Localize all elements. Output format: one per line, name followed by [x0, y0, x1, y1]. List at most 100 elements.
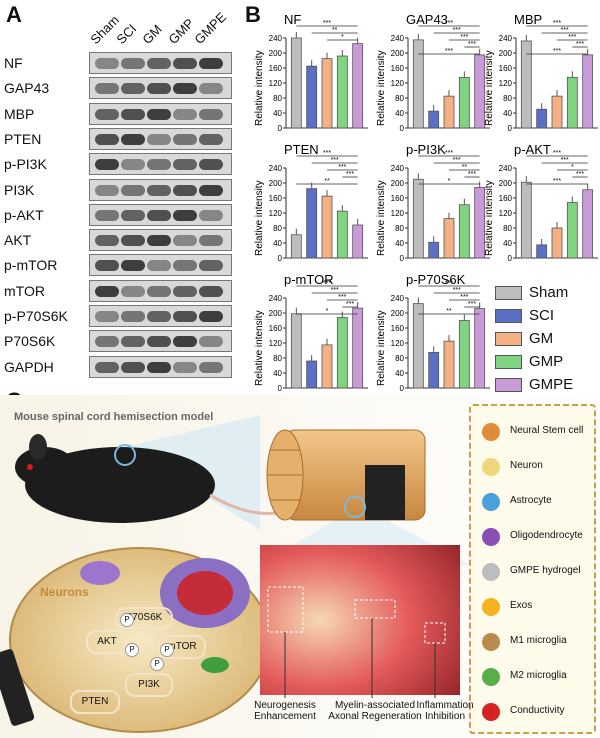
- y-tick-label: 0: [400, 254, 405, 263]
- panel-a-letter: A: [6, 2, 22, 27]
- bar: [412, 39, 424, 129]
- blot-row: [89, 52, 232, 74]
- legend-label: GMPE: [529, 376, 574, 393]
- y-tick-label: 40: [273, 369, 282, 378]
- bar: [336, 317, 348, 389]
- y-tick-label: 0: [278, 124, 283, 133]
- blot-band: [173, 235, 197, 247]
- significance-label: ***: [568, 34, 576, 41]
- blot-band: [199, 133, 223, 145]
- y-tick-label: 120: [269, 339, 283, 348]
- y-axis-label: Relative intensity: [484, 50, 495, 126]
- tissue-illustration: [260, 545, 460, 695]
- blot-band: [173, 58, 197, 69]
- legend-cell-icon: [482, 668, 500, 686]
- chart-title: PTEN: [284, 142, 319, 157]
- schematic-panel: Mouse spinal cord hemisection model Neur…: [0, 395, 600, 738]
- mouse-illustration: [15, 434, 312, 523]
- protein-label: GAP43: [4, 80, 50, 97]
- y-tick-label: 200: [269, 49, 283, 58]
- blot-band: [121, 260, 145, 272]
- y-tick-label: 40: [273, 109, 282, 118]
- y-axis-label: Relative intensity: [484, 180, 495, 256]
- bar: [412, 303, 424, 389]
- y-tick-label: 80: [503, 224, 512, 233]
- bar: [306, 188, 318, 259]
- bar: [582, 189, 594, 259]
- y-axis-label: Relative intensity: [254, 310, 265, 386]
- blot-band: [95, 58, 119, 69]
- y-tick-label: 120: [391, 209, 405, 218]
- blot-band: [173, 159, 197, 171]
- blot-band: [147, 133, 171, 145]
- bar: [428, 351, 440, 389]
- significance-label: ***: [468, 41, 476, 48]
- significance-label: ***: [553, 20, 561, 27]
- y-tick-label: 40: [503, 239, 512, 248]
- blot-band: [173, 184, 197, 196]
- chart-title: GAP43: [406, 12, 448, 27]
- bar: [306, 360, 318, 389]
- y-tick-label: 80: [395, 224, 404, 233]
- significance-label: **: [462, 164, 468, 171]
- blot-band: [173, 83, 197, 95]
- y-axis-label: Relative intensity: [254, 50, 265, 126]
- y-tick-label: 0: [278, 384, 283, 393]
- blot-band: [121, 83, 145, 95]
- blot-band: [199, 361, 223, 373]
- blot-band: [199, 235, 223, 247]
- significance-label: ***: [553, 48, 561, 55]
- legend-item-gmp: GMP: [495, 353, 563, 370]
- bar: [428, 110, 440, 129]
- lane-label-gm: GM: [139, 21, 165, 47]
- spinal-cord-illustration: [266, 429, 426, 521]
- legend-cell-icon: [482, 493, 500, 511]
- legend-label: SCI: [529, 307, 555, 324]
- bar: [290, 234, 302, 259]
- pathway-node-pi3k: PI3K: [125, 673, 173, 697]
- y-tick-label: 200: [391, 49, 405, 58]
- bar: [336, 210, 348, 259]
- significance-label: ***: [468, 171, 476, 178]
- significance-label: ***: [445, 150, 453, 157]
- y-tick-label: 120: [499, 79, 513, 88]
- y-tick-label: 160: [269, 324, 283, 333]
- neuron-cell-illustration: [0, 547, 271, 733]
- y-tick-label: 0: [508, 124, 513, 133]
- y-tick-label: 40: [503, 109, 512, 118]
- chart-title: p-AKT: [514, 142, 551, 157]
- legend-item-sham: Sham: [495, 284, 568, 301]
- y-tick-label: 80: [273, 94, 282, 103]
- bar: [520, 181, 532, 259]
- blot-band: [95, 83, 119, 95]
- caption-axonal-regeneration: Myelin-associated Axonal Regeneration: [328, 700, 422, 722]
- significance-label: ***: [346, 171, 354, 178]
- y-tick-label: 0: [400, 124, 405, 133]
- blot-band: [147, 361, 171, 373]
- blot-band: [147, 83, 171, 95]
- caption-inflammation: Inflammation Inhibition: [416, 700, 474, 722]
- blot-band: [199, 83, 223, 95]
- blot-band: [173, 361, 197, 373]
- legend-swatch: [495, 331, 522, 346]
- lane-label-sham: Sham: [87, 12, 123, 48]
- significance-label: ***: [561, 27, 569, 34]
- y-tick-label: 160: [391, 194, 405, 203]
- blot-band: [147, 285, 171, 297]
- y-tick-label: 120: [269, 79, 283, 88]
- significance-label: ***: [553, 150, 561, 157]
- blot-band: [121, 336, 145, 348]
- protein-label: NF: [4, 55, 23, 71]
- significance-label: *: [448, 178, 451, 185]
- bar: [443, 95, 455, 129]
- bar: [352, 43, 364, 129]
- y-tick-label: 200: [499, 179, 513, 188]
- blot-band: [173, 209, 197, 221]
- significance-label: *: [341, 34, 344, 41]
- y-tick-label: 160: [499, 194, 513, 203]
- significance-label: ***: [460, 34, 468, 41]
- significance-label: ***: [468, 301, 476, 308]
- y-tick-label: 120: [391, 339, 405, 348]
- bar: [290, 37, 302, 129]
